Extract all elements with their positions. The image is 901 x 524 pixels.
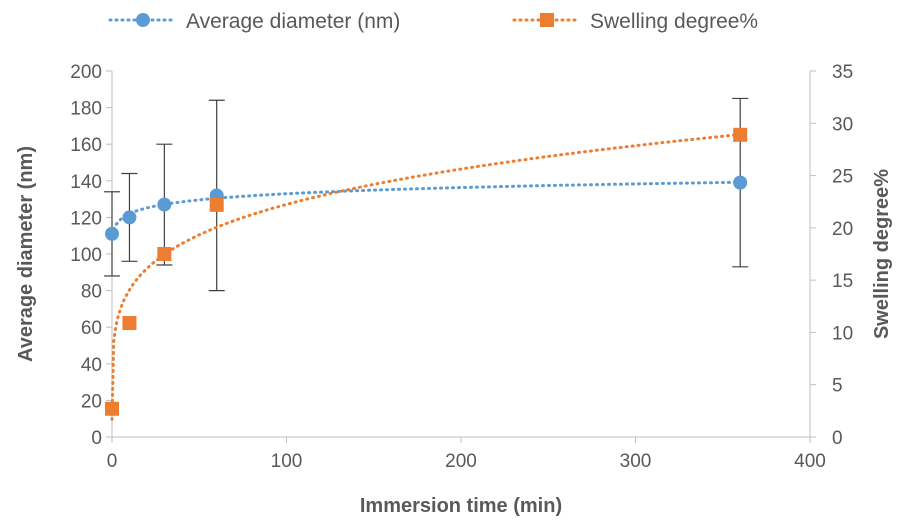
- y-tick-label: 100: [70, 245, 102, 266]
- point-average-diameter: [122, 210, 137, 225]
- legend-marker-swelling-degree: [540, 13, 554, 27]
- x-tick-label: 200: [445, 451, 477, 472]
- y-axis-title: Average diameter (nm): [15, 146, 37, 362]
- x-tick-label: 400: [794, 451, 826, 472]
- y2-tick-label: 35: [832, 62, 853, 83]
- y-tick-label: 80: [81, 282, 102, 303]
- y-tick-label: 180: [70, 99, 102, 120]
- y-tick-label: 0: [91, 428, 102, 449]
- legend-marker-average-diameter: [136, 13, 150, 27]
- point-average-diameter: [733, 175, 748, 190]
- axes: 0 100 200 300 400020406080100120140160180200…: [70, 62, 853, 472]
- point-swelling-degree: [733, 127, 748, 142]
- error-bars: [104, 97, 749, 292]
- x-axis-title: Immersion time (min): [360, 495, 562, 517]
- point-average-diameter: [105, 226, 119, 241]
- y2-tick-label: 5: [832, 376, 843, 397]
- trendline-average-diameter: [110, 180, 742, 237]
- markers: [105, 127, 748, 416]
- y2-tick-label: 25: [832, 167, 853, 188]
- y-tick-label: 60: [81, 318, 102, 339]
- x-tick-label: 0: [107, 451, 118, 472]
- point-swelling-degree: [209, 197, 224, 212]
- trendline-swelling-degree: [110, 133, 742, 421]
- y-tick-label: 200: [70, 62, 102, 83]
- x-tick-label: 300: [620, 451, 652, 472]
- legend-label-swelling-degree: Swelling degree%: [590, 10, 758, 33]
- y2-tick-label: 30: [832, 114, 853, 135]
- point-swelling-degree: [105, 401, 119, 416]
- point-swelling-degree: [122, 316, 137, 331]
- y2-tick-label: 20: [832, 219, 853, 240]
- y2-tick-label: 0: [832, 428, 843, 449]
- y-tick-label: 20: [81, 391, 102, 412]
- y2-tick-label: 10: [832, 323, 853, 344]
- y-tick-label: 40: [81, 355, 102, 376]
- y2-tick-label: 15: [832, 271, 853, 292]
- y2-axis-title: Swelling degree%: [871, 169, 893, 339]
- point-average-diameter: [157, 197, 172, 212]
- point-swelling-degree: [157, 247, 172, 261]
- y-tick-label: 160: [70, 135, 102, 156]
- trendlines: [110, 133, 742, 421]
- legend: Average diameter (nm) Swelling degree%: [108, 10, 758, 33]
- legend-label-average-diameter: Average diameter (nm): [186, 10, 400, 33]
- y-tick-label: 140: [70, 172, 102, 193]
- y-tick-label: 120: [70, 208, 102, 229]
- x-tick-label: 100: [271, 451, 303, 472]
